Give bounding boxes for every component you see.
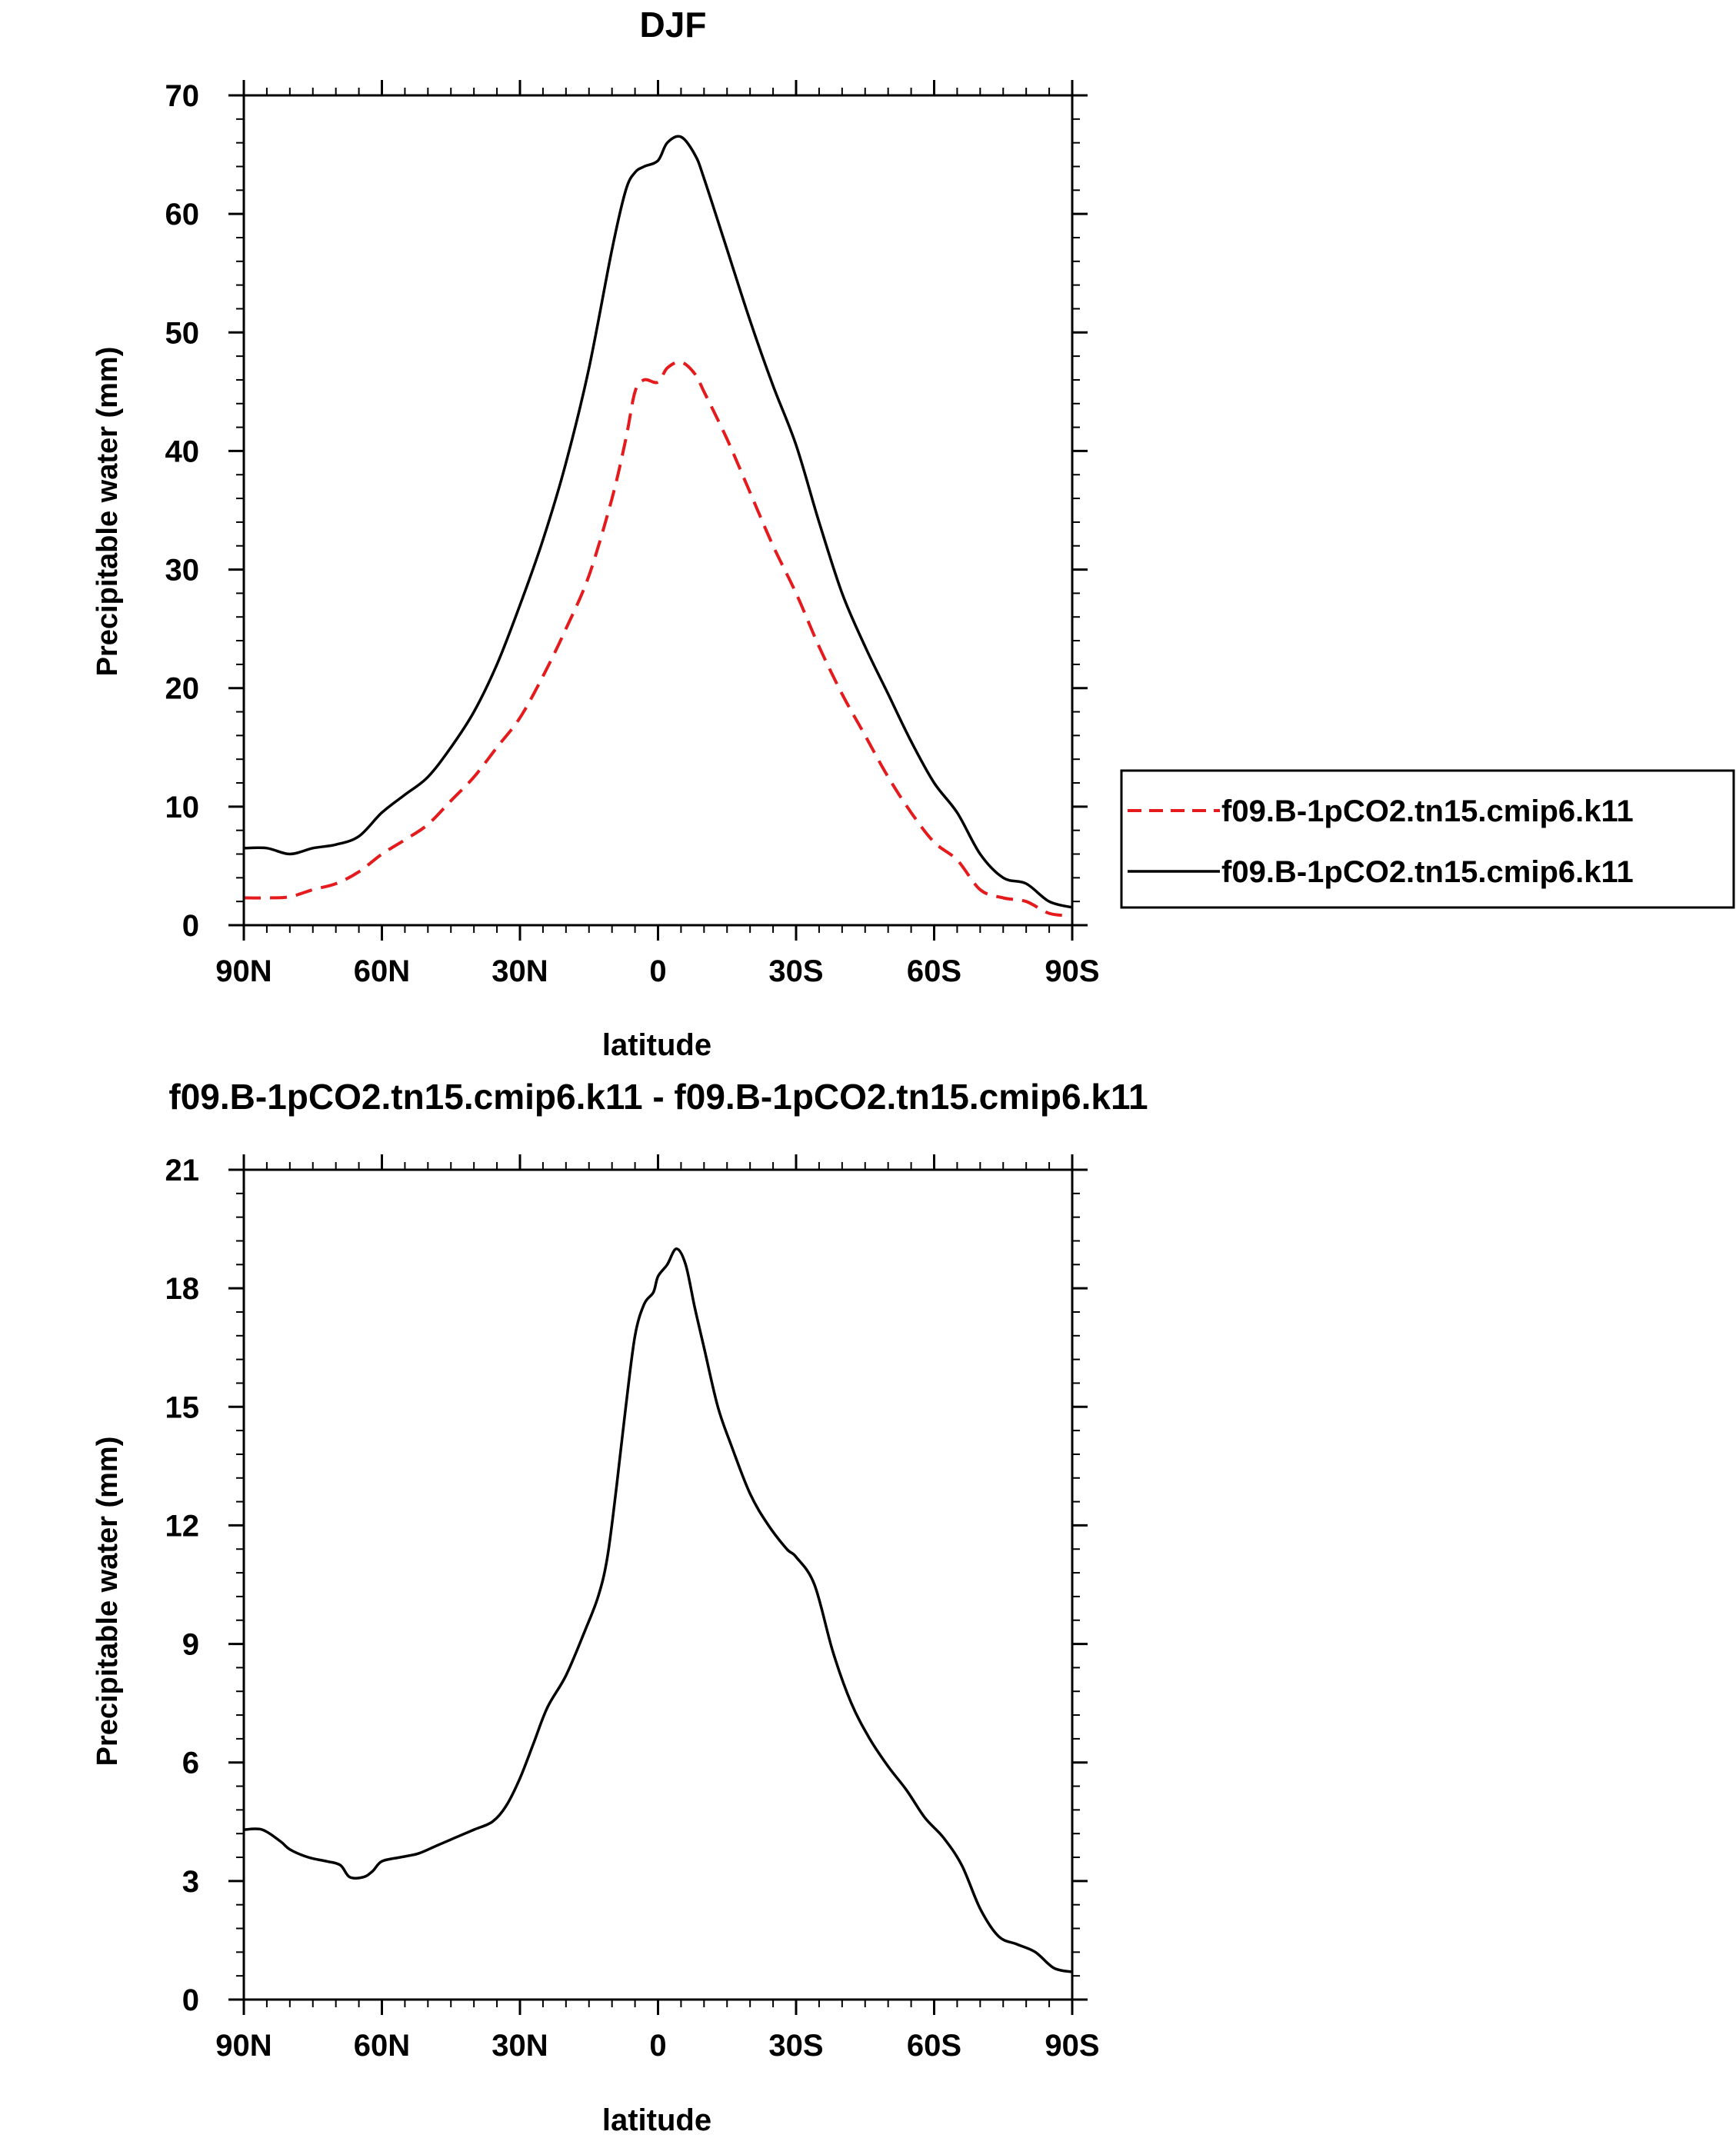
y-tick-label: 0 — [182, 909, 199, 943]
bottom-panel: f09.B-1pCO2.tn15.cmip6.k11 - f09.B-1pCO2… — [92, 1077, 1148, 2137]
series-line-black — [243, 135, 1073, 909]
legend-entry-2: f09.B-1pCO2.tn15.cmip6.k11 — [1221, 855, 1634, 889]
y-tick-label: 3 — [182, 1865, 199, 1899]
top-x-axis-label: latitude — [602, 1028, 711, 1062]
x-tick-label: 30N — [491, 2029, 548, 2063]
bottom-chart-title: f09.B-1pCO2.tn15.cmip6.k11 - f09.B-1pCO2… — [168, 1077, 1148, 1117]
y-tick-label: 18 — [165, 1272, 200, 1306]
x-tick-label: 60S — [907, 2029, 961, 2063]
bottom-series — [243, 1247, 1073, 1973]
legend-box — [1120, 769, 1735, 909]
series-line-red-dashed — [243, 360, 1073, 917]
x-tick-label: 60S — [907, 954, 961, 988]
bottom-y-axis-label: Precipitable water (mm) — [92, 1437, 124, 1767]
y-tick-label: 21 — [165, 1154, 200, 1187]
x-tick-label: 0 — [649, 2029, 666, 2063]
x-tick-label: 90N — [215, 954, 272, 988]
y-tick-label: 30 — [165, 554, 200, 588]
top-series — [243, 135, 1073, 917]
x-tick-label: 90N — [215, 2029, 272, 2063]
y-tick-label: 70 — [165, 79, 200, 113]
bottom-minor-ticks — [228, 1154, 1088, 2015]
top-minor-ticks — [228, 80, 1088, 941]
series-line-difference — [243, 1247, 1073, 1973]
y-tick-label: 15 — [165, 1390, 200, 1424]
y-tick-label: 6 — [182, 1747, 199, 1780]
top-tick-labels: 90N 60N 30N 0 30S 60S 90S 0 10 20 30 40 50 60 70 — [165, 79, 1100, 988]
y-tick-label: 60 — [165, 198, 200, 231]
y-tick-label: 50 — [165, 316, 200, 350]
x-tick-label: 90S — [1045, 2029, 1099, 2063]
x-tick-label: 30S — [768, 2029, 823, 2063]
y-tick-label: 12 — [165, 1509, 200, 1543]
top-chart-title: DJF — [640, 5, 707, 45]
y-tick-label: 9 — [182, 1628, 199, 1662]
x-tick-label: 0 — [649, 954, 666, 988]
x-tick-label: 90S — [1045, 954, 1099, 988]
x-tick-label: 60N — [354, 954, 410, 988]
y-tick-label: 0 — [182, 1983, 199, 2017]
x-tick-label: 30S — [768, 954, 823, 988]
y-tick-label: 10 — [165, 791, 200, 824]
top-panel: DJF Precipitable water (mm) latitude 90N… — [92, 5, 1735, 1062]
bottom-plot-frame — [242, 1168, 1074, 2001]
y-tick-label: 20 — [165, 672, 200, 706]
top-plot-frame — [242, 94, 1074, 927]
top-y-axis-label: Precipitable water (mm) — [92, 347, 124, 677]
x-tick-label: 60N — [354, 2029, 410, 2063]
bottom-tick-labels: 90N 60N 30N 0 30S 60S 90S 0 3 6 9 12 15 18 21 — [165, 1154, 1100, 2063]
legend: f09.B-1pCO2.tn15.cmip6.k11 f09.B-1pCO2.t… — [1120, 769, 1735, 909]
bottom-x-axis-label: latitude — [602, 2103, 711, 2137]
x-tick-label: 30N — [491, 954, 548, 988]
y-tick-label: 40 — [165, 435, 200, 468]
legend-entry-1: f09.B-1pCO2.tn15.cmip6.k11 — [1221, 794, 1634, 828]
